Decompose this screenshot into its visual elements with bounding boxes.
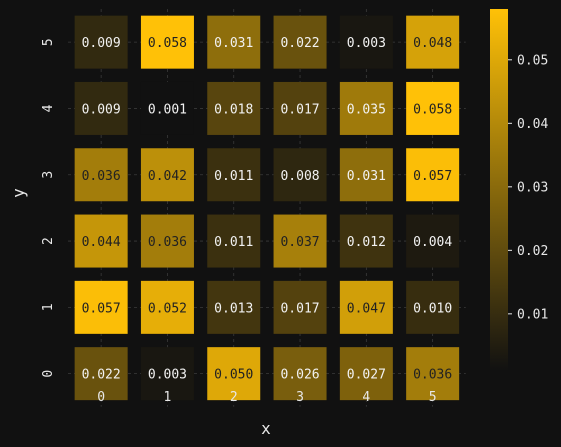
cell-value-label: 0.010 <box>413 301 452 316</box>
heatmap-cell <box>74 280 128 334</box>
cell-value-label: 0.031 <box>347 169 386 184</box>
colorbar-tick-label: 0.05 <box>517 53 548 68</box>
cell-value-label: 0.011 <box>214 169 253 184</box>
colorbar-ticks: 0.01 0.02 0.03 0.04 0.05 <box>508 53 548 322</box>
cell-value-label: 0.009 <box>82 36 121 51</box>
cell-value-label: 0.044 <box>82 235 121 250</box>
cell-value-label: 0.026 <box>280 368 319 383</box>
y-tick-label: 4 <box>41 104 56 112</box>
colorbar-tick-label: 0.02 <box>517 244 548 259</box>
colorbar-tick-label: 0.01 <box>517 307 548 322</box>
heatmap-cell <box>273 148 327 202</box>
cell-value-label: 0.058 <box>148 36 187 51</box>
y-tick-label: 2 <box>41 237 56 245</box>
heatmap-cell <box>207 15 261 69</box>
y-tick-label: 3 <box>41 171 56 179</box>
heatmap-cell <box>273 15 327 69</box>
cell-value-label: 0.008 <box>280 169 319 184</box>
x-axis-label: x <box>261 419 271 438</box>
x-tick-label: 0 <box>97 390 105 405</box>
x-tick-label: 5 <box>429 390 437 405</box>
cell-value-label: 0.048 <box>413 36 452 51</box>
heatmap-cell <box>140 280 194 334</box>
x-tick-label: 3 <box>296 390 304 405</box>
heatmap-cell <box>339 81 393 135</box>
cell-value-label: 0.003 <box>148 368 187 383</box>
cell-value-label: 0.050 <box>214 368 253 383</box>
colorbar <box>490 9 508 371</box>
cell-value-label: 0.052 <box>148 301 187 316</box>
heatmap-cell <box>406 148 460 202</box>
colorbar-tick-label: 0.04 <box>517 117 548 132</box>
cell-value-label: 0.001 <box>148 102 187 117</box>
heatmap-cell <box>140 214 194 268</box>
heatmap-cell <box>273 280 327 334</box>
x-tick-label: 1 <box>164 390 172 405</box>
grid-lines <box>68 9 466 407</box>
heatmap-cell <box>207 148 261 202</box>
heatmap-cell <box>339 214 393 268</box>
cell-value-label: 0.047 <box>347 301 386 316</box>
cell-value-label: 0.004 <box>413 235 452 250</box>
heatmap-cell <box>406 81 460 135</box>
heatmap-cell <box>406 15 460 69</box>
y-tick-label: 1 <box>41 303 56 311</box>
cell-value-label: 0.042 <box>148 169 187 184</box>
heatmap-cell <box>207 214 261 268</box>
heatmap-cell <box>339 15 393 69</box>
cell-value-label: 0.036 <box>82 169 121 184</box>
cell-value-label: 0.037 <box>280 235 319 250</box>
cell-value-label: 0.027 <box>347 368 386 383</box>
cell-value-label: 0.022 <box>82 368 121 383</box>
cell-value-label: 0.035 <box>347 102 386 117</box>
heatmap-cell <box>207 280 261 334</box>
heatmap-cell <box>339 148 393 202</box>
heatmap-cell <box>273 347 327 401</box>
heatmap-cell <box>207 81 261 135</box>
cell-value-label: 0.058 <box>413 102 452 117</box>
heatmap-cell <box>74 148 128 202</box>
heatmap-cell <box>273 214 327 268</box>
heatmap-cell <box>74 81 128 135</box>
heatmap-cell <box>140 81 194 135</box>
cell-value-label: 0.018 <box>214 102 253 117</box>
x-tick-label: 2 <box>230 390 238 405</box>
heatmap-cell <box>406 347 460 401</box>
y-axis-label: y <box>9 188 28 198</box>
cell-value-label: 0.017 <box>280 301 319 316</box>
cell-value-label: 0.009 <box>82 102 121 117</box>
heatmap-cell <box>273 81 327 135</box>
cell-value-label: 0.031 <box>214 36 253 51</box>
heatmap-cell <box>74 347 128 401</box>
x-tick-labels: 0 1 2 3 4 5 <box>97 390 436 405</box>
heatmap-cell <box>74 15 128 69</box>
y-tick-label: 0 <box>41 370 56 378</box>
y-tick-label: 5 <box>41 38 56 46</box>
cell-value-label: 0.011 <box>214 235 253 250</box>
heatmap-cell <box>140 148 194 202</box>
heatmap-cell <box>339 280 393 334</box>
y-tick-labels: 0 1 2 3 4 5 <box>41 38 56 377</box>
cell-value-label: 0.003 <box>347 36 386 51</box>
cell-value-label: 0.012 <box>347 235 386 250</box>
cell-value-label: 0.036 <box>413 368 452 383</box>
heatmap-cell <box>140 347 194 401</box>
heatmap-cells: 0.022 0.003 0.050 0.026 0.027 0.036 0.057 0.052… <box>74 15 460 401</box>
x-tick-label: 4 <box>362 390 370 405</box>
heatmap-cell <box>74 214 128 268</box>
cell-value-label: 0.036 <box>148 235 187 250</box>
cell-value-label: 0.017 <box>280 102 319 117</box>
colorbar-tick-label: 0.03 <box>517 180 548 195</box>
cell-value-label: 0.022 <box>280 36 319 51</box>
cell-value-label: 0.057 <box>82 301 121 316</box>
heatmap-cell <box>406 214 460 268</box>
heatmap-cell <box>207 347 261 401</box>
cell-value-label: 0.057 <box>413 169 452 184</box>
heatmap-cell <box>406 280 460 334</box>
cell-value-label: 0.013 <box>214 301 253 316</box>
heatmap-cell <box>339 347 393 401</box>
heatmap-cell <box>140 15 194 69</box>
